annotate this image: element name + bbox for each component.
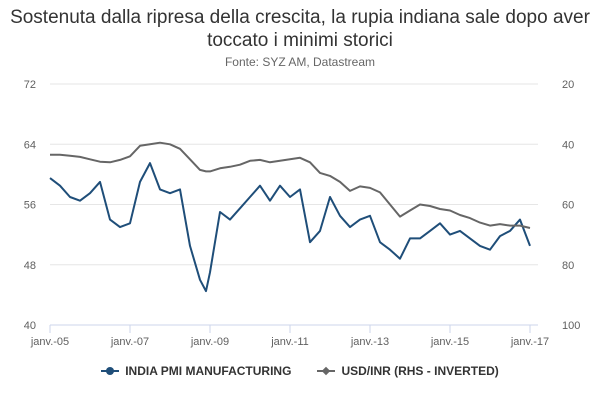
y-axis-right: 20 40 60 80 100 [562, 79, 580, 332]
series-line-0 [49, 162, 531, 293]
x-tick-label: janv.-17 [510, 336, 549, 348]
x-tick-label: janv.-07 [110, 336, 149, 348]
y-right-tick-label: 60 [562, 200, 574, 212]
y-right-tick-label: 80 [562, 260, 574, 272]
x-axis: janv.-05 janv.-07 janv.-09 janv.-11 janv.-13… [30, 324, 549, 348]
x-tick-label: janv.-15 [430, 336, 469, 348]
legend-marker-usdinr [317, 366, 336, 376]
y-left-tick-label: 40 [24, 320, 36, 332]
legend-marker-pmi [101, 366, 120, 376]
grid-lines [50, 83, 538, 326]
y-right-tick-label: 40 [562, 139, 574, 151]
y-axis-left: 40 48 56 64 72 [24, 79, 36, 332]
y-left-tick-label: 56 [24, 200, 36, 212]
legend-label-usdinr: USD/INR (RHS - INVERTED) [341, 364, 499, 378]
x-tick-label: janv.-09 [190, 336, 229, 348]
x-tick-label: janv.-11 [270, 336, 309, 348]
y-right-tick-label: 100 [562, 320, 580, 332]
x-tick-label: janv.-13 [350, 336, 389, 348]
y-right-tick-label: 20 [562, 79, 574, 91]
chart-subtitle: Fonte: SYZ AM, Datastream [224, 55, 376, 69]
series-line-1 [50, 141, 531, 229]
legend-item-usdinr[interactable]: USD/INR (RHS - INVERTED) [317, 364, 499, 378]
y-left-tick-label: 72 [24, 79, 36, 91]
legend-item-pmi[interactable]: INDIA PMI MANUFACTURING [101, 364, 291, 378]
legend-label-pmi: INDIA PMI MANUFACTURING [125, 364, 292, 378]
y-left-tick-label: 64 [24, 139, 36, 151]
chart-title: Sostenuta dalla ripresa della crescita, … [10, 7, 590, 51]
series-layer [49, 141, 531, 293]
legend: INDIA PMI MANUFACTURING USD/INR (RHS - I… [0, 364, 600, 378]
x-tick-label: janv.-05 [30, 336, 69, 348]
y-left-tick-label: 48 [24, 260, 36, 272]
